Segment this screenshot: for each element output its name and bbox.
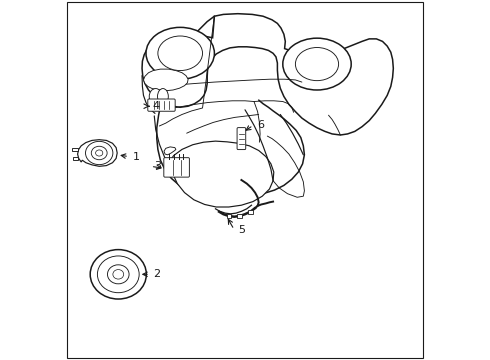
Ellipse shape — [86, 141, 113, 165]
Ellipse shape — [158, 36, 202, 71]
Bar — [248, 210, 252, 214]
Polygon shape — [144, 69, 188, 91]
Ellipse shape — [146, 27, 215, 79]
Text: 3: 3 — [154, 161, 161, 171]
Ellipse shape — [157, 89, 169, 104]
Polygon shape — [169, 141, 274, 207]
Bar — [227, 214, 231, 218]
Polygon shape — [77, 140, 117, 166]
FancyBboxPatch shape — [164, 158, 189, 177]
Polygon shape — [72, 148, 77, 151]
Text: 1: 1 — [133, 152, 140, 162]
Text: 6: 6 — [257, 120, 264, 130]
Text: 4: 4 — [152, 101, 160, 111]
Ellipse shape — [283, 38, 351, 90]
Ellipse shape — [295, 48, 339, 81]
FancyBboxPatch shape — [148, 99, 175, 111]
Polygon shape — [73, 157, 77, 160]
Bar — [238, 214, 242, 218]
Text: 5: 5 — [238, 225, 245, 235]
FancyBboxPatch shape — [237, 128, 245, 150]
Polygon shape — [164, 147, 176, 155]
Ellipse shape — [90, 249, 147, 299]
Text: 2: 2 — [153, 269, 161, 279]
Ellipse shape — [149, 89, 162, 104]
Polygon shape — [142, 14, 393, 135]
